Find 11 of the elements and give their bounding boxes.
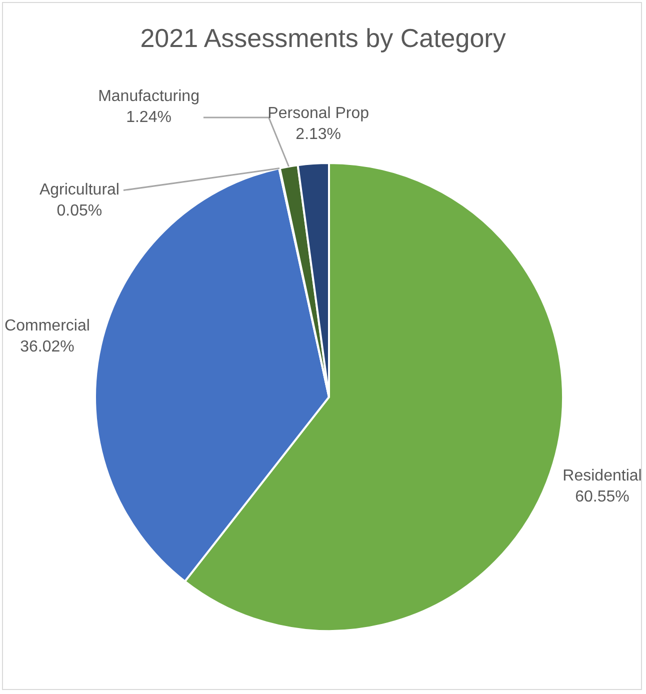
slice-label: Agricultural	[39, 182, 120, 199]
slice-label: Commercial	[4, 317, 90, 334]
data-label: 36.02%	[20, 338, 74, 356]
data-label: 1.24%	[126, 108, 172, 126]
slice-label: Manufacturing	[98, 88, 200, 105]
chart-title: 2021 Assessments by Category	[140, 23, 506, 54]
data-label: 0.05%	[56, 202, 102, 220]
slice-label: Personal Prop	[268, 104, 370, 122]
slice-label: Residential	[562, 468, 642, 485]
data-label: 2.13%	[296, 126, 342, 143]
data-label: 60.55%	[575, 488, 630, 506]
